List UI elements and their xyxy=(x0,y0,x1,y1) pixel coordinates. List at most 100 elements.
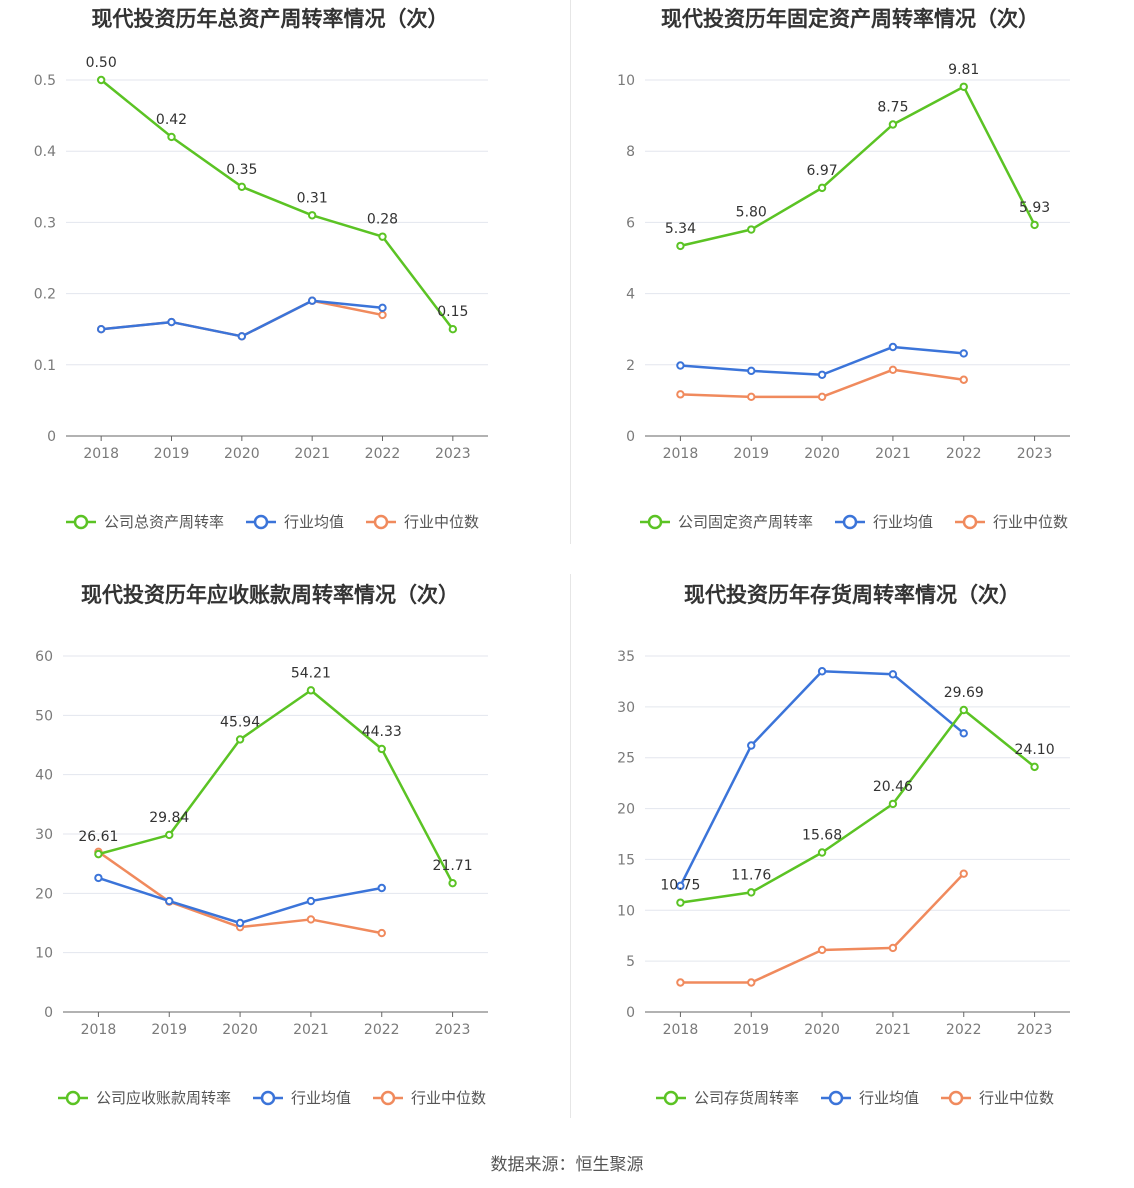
data-point-avg[interactable] xyxy=(817,370,827,379)
legend-label: 公司固定资产周转率 xyxy=(678,513,813,531)
data-point-median[interactable] xyxy=(377,928,386,938)
data-point-avg[interactable] xyxy=(306,896,316,906)
data-point-company[interactable] xyxy=(307,211,317,220)
data-point-median[interactable] xyxy=(959,869,968,878)
data-point-company[interactable] xyxy=(747,888,756,897)
x-tick-label: 2021 xyxy=(875,446,911,462)
data-point-avg[interactable] xyxy=(676,361,685,370)
legend-item-avg[interactable]: 行业均值 xyxy=(253,1089,351,1107)
data-point-company[interactable] xyxy=(378,232,387,241)
data-point-company[interactable] xyxy=(235,735,245,744)
data-point-avg[interactable] xyxy=(94,873,103,883)
data-point-avg[interactable] xyxy=(817,667,827,676)
data-point-company[interactable] xyxy=(676,241,685,251)
x-tick-label: 2023 xyxy=(1017,446,1053,462)
y-tick-label: 0.1 xyxy=(34,358,56,374)
data-point-avg[interactable] xyxy=(747,741,756,750)
data-point-avg[interactable] xyxy=(959,729,968,738)
data-point-company[interactable] xyxy=(817,848,827,857)
legend-item-median[interactable]: 行业中位数 xyxy=(366,513,479,531)
panel-divider xyxy=(570,574,571,1118)
data-label: 24.10 xyxy=(1015,742,1055,758)
legend-item-company[interactable]: 公司固定资产周转率 xyxy=(640,513,813,531)
data-point-median[interactable] xyxy=(817,945,827,955)
data-point-company[interactable] xyxy=(448,325,458,334)
data-point-median[interactable] xyxy=(747,978,756,987)
legend-item-company[interactable]: 公司应收账款周转率 xyxy=(58,1089,231,1107)
series-line-company xyxy=(680,85,1036,248)
data-point-company[interactable] xyxy=(1030,762,1039,772)
data-point-median[interactable] xyxy=(676,390,685,399)
legend-marker-icon xyxy=(260,1090,276,1106)
y-tick-label: 10 xyxy=(617,73,635,89)
data-point-avg[interactable] xyxy=(888,342,898,352)
legend-item-median[interactable]: 行业中位数 xyxy=(955,513,1068,531)
legend-item-avg[interactable]: 行业均值 xyxy=(246,513,344,531)
data-point-company[interactable] xyxy=(237,182,247,192)
data-point-avg[interactable] xyxy=(96,325,106,334)
data-point-median[interactable] xyxy=(747,392,756,402)
data-point-avg[interactable] xyxy=(235,918,245,928)
legend-item-avg[interactable]: 行业均值 xyxy=(835,513,933,531)
chart-svg: 现代投资历年总资产周转率情况（次） 0 0.1 0.2 0.3 0.4 0.5 2018 201… xyxy=(34,7,488,531)
data-point-company[interactable] xyxy=(676,898,685,907)
data-point-company[interactable] xyxy=(167,132,176,142)
data-point-avg[interactable] xyxy=(165,896,174,906)
data-point-avg[interactable] xyxy=(237,332,247,341)
data-point-company[interactable] xyxy=(888,799,898,809)
legend-label: 公司存货周转率 xyxy=(694,1089,799,1107)
data-point-avg[interactable] xyxy=(377,883,386,893)
x-tick-label: 2020 xyxy=(804,1022,840,1038)
data-point-avg[interactable] xyxy=(888,670,898,679)
data-point-company[interactable] xyxy=(747,225,756,234)
data-point-median[interactable] xyxy=(959,375,968,384)
legend-label: 行业均值 xyxy=(284,513,344,531)
legend-item-median[interactable]: 行业中位数 xyxy=(941,1089,1054,1107)
data-point-company[interactable] xyxy=(94,849,103,859)
data-point-company[interactable] xyxy=(306,686,316,695)
data-point-company[interactable] xyxy=(1030,220,1039,230)
legend-label: 行业中位数 xyxy=(979,1089,1054,1107)
x-tick-label: 2021 xyxy=(875,1022,911,1038)
data-point-company[interactable] xyxy=(96,75,106,85)
legend-label: 行业均值 xyxy=(873,513,933,531)
data-point-company[interactable] xyxy=(377,744,386,754)
data-point-company[interactable] xyxy=(817,183,827,193)
x-tick-label: 2019 xyxy=(733,1022,769,1038)
series-line-company xyxy=(680,708,1036,904)
y-tick-label: 25 xyxy=(617,751,635,767)
legend-item-median[interactable]: 行业中位数 xyxy=(373,1089,486,1107)
data-point-avg[interactable] xyxy=(959,349,968,358)
data-label: 6.97 xyxy=(806,163,837,179)
series-line-avg xyxy=(98,876,382,925)
data-label: 8.75 xyxy=(877,100,908,116)
data-point-company[interactable] xyxy=(448,878,457,888)
data-point-company[interactable] xyxy=(959,705,968,715)
data-point-median[interactable] xyxy=(888,943,898,953)
data-point-median[interactable] xyxy=(306,915,316,924)
data-point-avg[interactable] xyxy=(167,317,176,327)
legend-item-company[interactable]: 公司存货周转率 xyxy=(656,1089,799,1107)
data-label: 45.94 xyxy=(220,714,260,730)
legend-label: 行业均值 xyxy=(291,1089,351,1107)
data-point-median[interactable] xyxy=(676,978,685,987)
data-point-company[interactable] xyxy=(959,82,968,91)
y-tick-label: 0.4 xyxy=(34,144,56,160)
y-tick-label: 5 xyxy=(626,954,635,970)
legend-item-company[interactable]: 公司总资产周转率 xyxy=(66,513,224,531)
data-point-median[interactable] xyxy=(378,310,387,320)
data-point-median[interactable] xyxy=(888,365,898,374)
data-point-company[interactable] xyxy=(888,120,898,129)
chart-title: 现代投资历年固定资产周转率情况（次） xyxy=(661,7,1039,31)
chart-svg: 现代投资历年固定资产周转率情况（次） 0 2 4 6 8 10 2018 2019 2020 202… xyxy=(617,7,1070,531)
y-tick-label: 60 xyxy=(35,649,53,665)
series-line-company xyxy=(100,79,454,330)
legend-label: 公司总资产周转率 xyxy=(104,513,224,531)
legend-item-avg[interactable]: 行业均值 xyxy=(821,1089,919,1107)
data-point-company[interactable] xyxy=(165,830,174,840)
data-point-avg[interactable] xyxy=(378,303,387,313)
data-point-median[interactable] xyxy=(817,392,827,402)
data-point-avg[interactable] xyxy=(747,366,756,376)
data-point-avg[interactable] xyxy=(676,881,685,891)
data-point-avg[interactable] xyxy=(307,296,317,305)
